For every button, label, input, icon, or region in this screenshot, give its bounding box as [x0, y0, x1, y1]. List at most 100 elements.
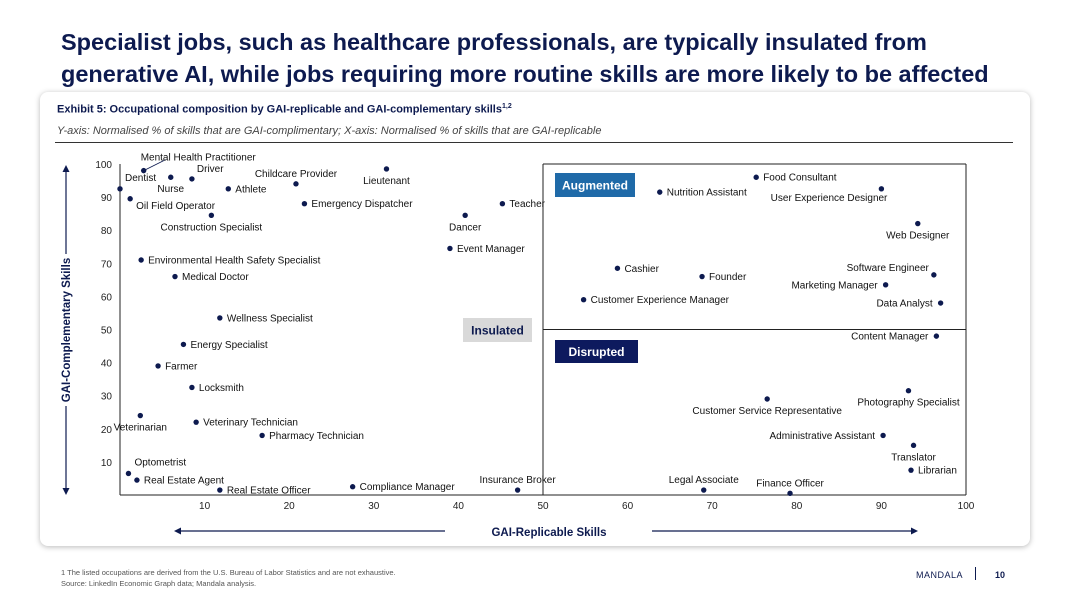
data-point-label: Customer Service Representative [692, 406, 842, 417]
y-tick-label: 80 [101, 226, 113, 237]
x-axis-title: GAI-Replicable Skills [491, 527, 606, 539]
data-point-label: Energy Specialist [190, 340, 267, 351]
y-tick-label: 10 [101, 458, 113, 469]
x-tick-label: 70 [707, 501, 719, 512]
data-point-label: Veterinary Technician [203, 418, 298, 429]
y-tick-label: 90 [101, 193, 113, 204]
data-point-label: Dentist [125, 173, 156, 184]
x-tick-label: 30 [368, 501, 380, 512]
data-point [127, 196, 133, 202]
data-point-label: Optometrist [134, 457, 186, 468]
data-point-label: Teacher [509, 199, 545, 210]
data-point [701, 487, 707, 493]
data-point-label: Real Estate Agent [144, 476, 224, 487]
data-point [217, 487, 223, 493]
data-point [134, 477, 140, 483]
x-tick-label: 10 [199, 501, 211, 512]
x-tick-label: 100 [958, 501, 975, 512]
data-point-label: Medical Doctor [182, 272, 249, 283]
data-point-label: Cashier [624, 264, 659, 275]
data-point [878, 186, 885, 192]
data-point-label: Insurance Broker [480, 475, 557, 486]
page-title: Specialist jobs, such as healthcare prof… [61, 29, 989, 87]
exhibit-title: Exhibit 5: Occupational composition by G… [57, 103, 512, 116]
x-axis-arrowhead-left [174, 527, 181, 535]
data-point [753, 174, 759, 180]
data-point-label: Lieutenant [363, 176, 410, 187]
data-point [383, 166, 390, 172]
data-point-label: Legal Associate [669, 475, 739, 486]
x-tick-label: 40 [453, 501, 465, 512]
footnote-line-1: 1 The listed occupations are derived fro… [61, 568, 396, 577]
data-point [580, 297, 587, 303]
data-point-label: Childcare Provider [255, 169, 338, 180]
quadrant-label-augmented-box [555, 173, 635, 197]
data-point [764, 396, 770, 402]
y-tick-label: 30 [101, 392, 113, 403]
data-point-label: Founder [709, 272, 747, 283]
x-tick-label: 60 [622, 501, 634, 512]
data-point [349, 484, 356, 490]
data-point-label: Compliance Manager [360, 482, 456, 493]
y-tick-label: 50 [101, 326, 113, 337]
data-point [155, 363, 161, 369]
data-point [462, 212, 468, 219]
data-point [447, 245, 453, 252]
data-point [933, 333, 940, 339]
data-point [937, 300, 944, 306]
y-tick-label: 60 [101, 292, 113, 303]
data-point-label: Locksmith [199, 383, 244, 394]
y-tick-label: 70 [101, 259, 113, 270]
data-point [137, 412, 144, 419]
data-point [787, 490, 793, 497]
x-tick-label: 50 [537, 501, 549, 512]
y-tick-label: 100 [95, 160, 112, 171]
data-point [905, 388, 912, 394]
data-point [657, 189, 663, 195]
data-point [931, 272, 937, 278]
data-point [499, 201, 506, 207]
data-point-label: Nutrition Assistant [667, 188, 747, 199]
data-point-label: Web Designer [886, 231, 950, 242]
data-point-label: Nurse [157, 184, 184, 195]
data-point-label: Content Manager [851, 332, 929, 343]
label-leader-line [143, 159, 166, 171]
data-point-label: User Experience Designer [771, 193, 888, 204]
x-axis-arrowhead-right [911, 527, 918, 535]
data-point [301, 201, 308, 207]
data-point-label: Mental Health Practitioner [141, 153, 257, 164]
x-tick-label: 90 [876, 501, 888, 512]
subtitle-divider [55, 142, 1013, 143]
data-point-label: Dancer [449, 222, 482, 233]
data-point-label: Customer Experience Manager [591, 295, 730, 306]
data-point [699, 273, 705, 280]
data-point-label: Administrative Assistant [769, 431, 875, 442]
y-axis-title: GAI-Complementary Skills [61, 258, 73, 402]
data-point [614, 265, 621, 271]
data-point-label: Emergency Dispatcher [311, 199, 413, 210]
quadrant-label-insulated-box [463, 318, 532, 342]
brand-name: MANDALA [916, 570, 964, 580]
quadrant-label-insulated: Insulated [471, 324, 524, 338]
data-point [193, 419, 199, 425]
data-point-label: Photography Specialist [857, 398, 960, 409]
data-point-label: Data Analyst [876, 299, 932, 310]
data-point-label: Oil Field Operator [136, 201, 216, 212]
exhibit-subtitle: Y-axis: Normalised % of skills that are … [57, 125, 602, 137]
data-point-label: Athlete [235, 184, 267, 195]
data-point [189, 384, 195, 391]
data-point [172, 273, 178, 280]
data-point-label: Food Consultant [763, 173, 837, 184]
data-point-label: Software Engineer [847, 263, 930, 274]
brand-divider [975, 567, 976, 580]
x-tick-label: 80 [791, 501, 803, 512]
data-point-label: Veterinarian [114, 423, 167, 434]
data-point-label: Wellness Specialist [227, 313, 313, 324]
footnote-source: Source: LinkedIn Economic Graph data; Ma… [61, 579, 257, 588]
quadrant-label-disrupted-box [555, 340, 638, 363]
quadrant-label-augmented: Augmented [562, 179, 628, 193]
data-point [138, 257, 144, 263]
data-point-label: Environmental Health Safety Specialist [148, 255, 321, 266]
data-point [225, 186, 231, 192]
